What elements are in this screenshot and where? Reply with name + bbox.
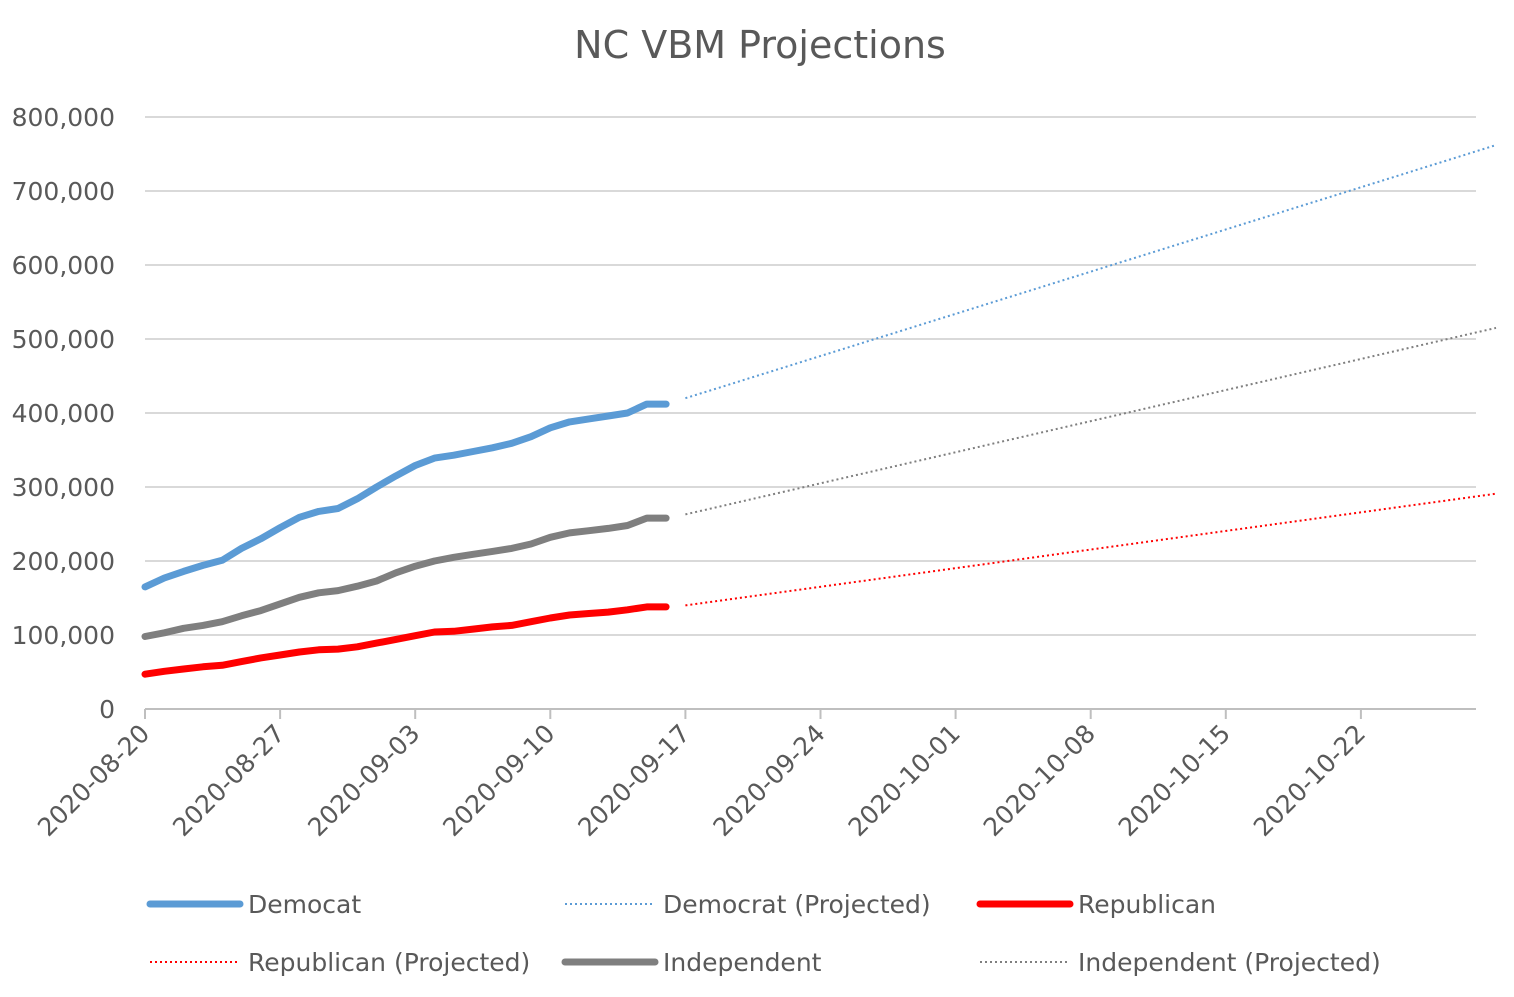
x-tick-label: 2020-10-01 <box>843 719 966 842</box>
y-tick-label: 100,000 <box>12 621 115 650</box>
y-tick-label: 700,000 <box>12 177 115 206</box>
y-tick-label: 300,000 <box>12 473 115 502</box>
y-tick-label: 500,000 <box>12 325 115 354</box>
legend-item-0: Democat <box>146 890 361 919</box>
y-tick-label: 200,000 <box>12 547 115 576</box>
x-tick-label: 2020-08-20 <box>32 719 155 842</box>
y-tick-label: 0 <box>99 695 115 724</box>
legend-item-3: Republican (Projected) <box>150 948 530 977</box>
x-tick-label: 2020-09-03 <box>302 719 425 842</box>
x-tick-label: 2020-09-10 <box>437 719 560 842</box>
x-tick-label: 2020-09-17 <box>572 719 695 842</box>
legend-label: Republican <box>1078 890 1216 919</box>
legend-item-2: Republican <box>976 890 1216 919</box>
x-tick-label: 2020-09-24 <box>707 719 830 842</box>
series-line-2 <box>141 603 670 678</box>
legend-label: Independent (Projected) <box>1078 948 1381 977</box>
x-tick-label: 2020-10-08 <box>978 719 1101 842</box>
legend-item-4: Independent <box>561 948 822 977</box>
series-line-0 <box>141 400 670 591</box>
plot-area <box>141 144 1497 678</box>
legend-label: Democrat (Projected) <box>663 890 931 919</box>
legend-label: Republican (Projected) <box>248 948 530 977</box>
legend-label: Democat <box>248 890 361 919</box>
y-tick-label: 600,000 <box>12 251 115 280</box>
legend-item-1: Democrat (Projected) <box>565 890 931 919</box>
series-line-1 <box>685 144 1497 400</box>
gridlines <box>145 116 1476 636</box>
series-line-3 <box>685 492 1497 607</box>
y-tick-label: 400,000 <box>12 399 115 428</box>
legend-label: Independent <box>663 948 822 977</box>
x-tick-label: 2020-08-27 <box>167 719 290 842</box>
legend-item-5: Independent (Projected) <box>980 948 1381 977</box>
series-line-5 <box>685 326 1497 516</box>
x-tick-label: 2020-10-15 <box>1113 719 1236 842</box>
axes: 0 100,000 200,000 300,000 400,000 500,000 600,… <box>12 103 1476 842</box>
y-tick-label: 800,000 <box>12 103 115 132</box>
legend: Democat Democrat (Projected) Republican Rep… <box>146 890 1381 977</box>
series-line-4 <box>141 514 670 640</box>
x-tick-label: 2020-10-22 <box>1248 719 1371 842</box>
chart-title: NC VBM Projections <box>574 23 946 67</box>
